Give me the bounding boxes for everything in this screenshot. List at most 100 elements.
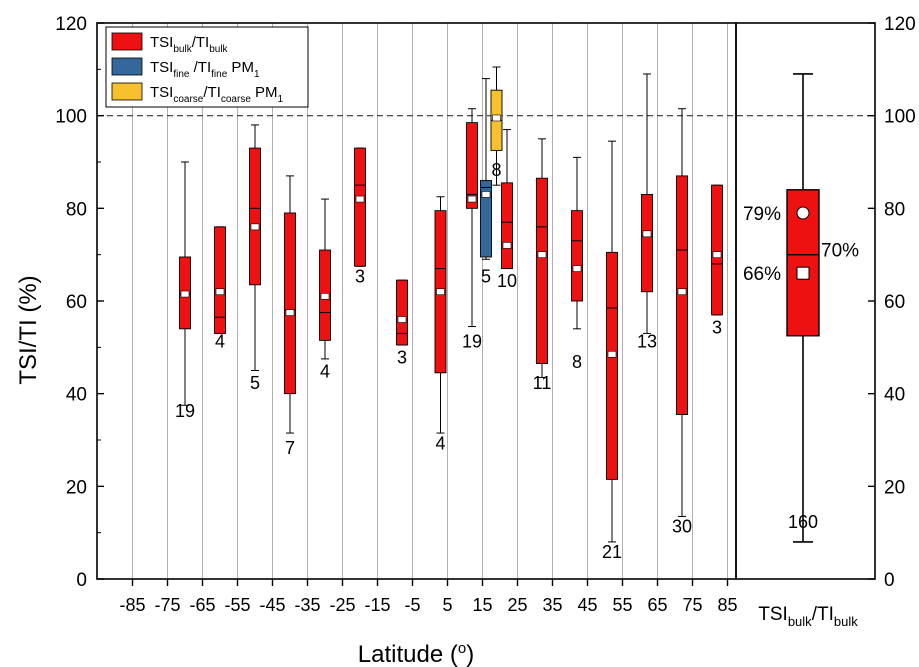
legend-swatch bbox=[111, 82, 143, 101]
y-tick-label: 80 bbox=[66, 199, 87, 220]
box-iqr bbox=[536, 177, 548, 364]
y-axis-title: TSI/TI (%) bbox=[15, 275, 42, 384]
box-iqr bbox=[641, 193, 653, 293]
box-iqr bbox=[284, 212, 296, 395]
box-mean-marker bbox=[436, 288, 445, 296]
box-count-label: 8 bbox=[491, 160, 501, 180]
box-mean-marker bbox=[215, 288, 225, 296]
x-tick-label: 85 bbox=[717, 595, 737, 615]
summary-square-marker bbox=[796, 266, 810, 280]
legend-entry-label: TSIbulk/TIbulk bbox=[150, 34, 229, 55]
legend-swatch bbox=[111, 32, 143, 51]
x-tick-label: -15 bbox=[364, 595, 390, 615]
x-tick-label: 5 bbox=[442, 595, 452, 615]
box-iqr bbox=[711, 184, 723, 316]
box-mean-marker bbox=[320, 293, 330, 300]
x-tick-label: -5 bbox=[404, 595, 420, 615]
y-tick-label: 60 bbox=[66, 292, 87, 313]
box-mean-marker bbox=[502, 242, 512, 249]
box-count-label: 3 bbox=[355, 266, 365, 286]
box-iqr bbox=[249, 147, 261, 286]
right-y-tick-label: 80 bbox=[884, 199, 905, 220]
x-tick-label: -75 bbox=[154, 595, 180, 615]
box-count-label: 7 bbox=[285, 438, 295, 458]
box-iqr bbox=[466, 122, 478, 209]
box-count-label: 5 bbox=[481, 266, 491, 286]
right-y-tick-label: 100 bbox=[884, 107, 916, 128]
legend-swatch bbox=[111, 57, 143, 76]
x-axis-title: Latitude (o) bbox=[358, 640, 474, 667]
summary-label-70: 70% bbox=[821, 241, 859, 262]
box-iqr bbox=[606, 251, 618, 480]
x-tick-label: -85 bbox=[119, 595, 145, 615]
x-tick-label: 65 bbox=[647, 595, 667, 615]
box-mean-marker bbox=[492, 114, 501, 122]
y-tick-label: 0 bbox=[76, 570, 87, 591]
x-tick-label: -35 bbox=[294, 595, 320, 615]
box-mean-marker bbox=[397, 316, 407, 323]
box-iqr bbox=[501, 182, 513, 270]
box-mean-marker bbox=[180, 290, 190, 298]
box-count-label: 19 bbox=[175, 401, 195, 421]
right-y-tick-label: 20 bbox=[884, 477, 905, 498]
box-count-label: 4 bbox=[320, 361, 330, 381]
right-y-tick-label: 40 bbox=[884, 385, 905, 406]
y-tick-label: 40 bbox=[66, 385, 87, 406]
box-mean-marker bbox=[537, 251, 547, 258]
right-y-tick-label: 120 bbox=[884, 14, 916, 35]
box-count-label: 13 bbox=[637, 331, 657, 351]
right-y-tick-label: 0 bbox=[884, 570, 895, 591]
box-iqr bbox=[354, 147, 366, 267]
x-tick-label: -65 bbox=[189, 595, 215, 615]
box-count-label: 10 bbox=[497, 271, 517, 291]
box-count-label: 11 bbox=[533, 373, 552, 393]
x-tick-label: 15 bbox=[472, 595, 492, 615]
y-tick-label: 120 bbox=[55, 14, 87, 35]
summary-x-label: TSIbulk/TIbulk bbox=[758, 604, 858, 629]
box-count-label: 19 bbox=[462, 331, 482, 351]
summary-label-66: 66% bbox=[743, 264, 781, 285]
box-count-label: 21 bbox=[602, 542, 622, 562]
x-tick-label: 55 bbox=[612, 595, 632, 615]
box-count-label: 30 bbox=[672, 517, 692, 537]
summary-count-label: 160 bbox=[788, 512, 818, 532]
box-count-label: 8 bbox=[572, 352, 582, 372]
x-tick-label: -45 bbox=[259, 595, 285, 615]
box-mean-marker bbox=[355, 195, 365, 203]
x-tick-label: 35 bbox=[542, 595, 562, 615]
box-mean-marker bbox=[285, 309, 295, 316]
box-mean-marker bbox=[607, 350, 617, 358]
box-mean-marker bbox=[712, 251, 722, 258]
box-count-label: 5 bbox=[250, 373, 260, 393]
box-iqr bbox=[214, 226, 226, 334]
summary-label-79: 79% bbox=[743, 204, 781, 225]
x-tick-label: 25 bbox=[507, 595, 527, 615]
x-tick-label: 75 bbox=[682, 595, 702, 615]
box-iqr bbox=[571, 210, 583, 302]
summary-panel: 79% 66% 70% 160 0 20 40 60 80 100 120 bbox=[735, 14, 916, 591]
box-count-label: 3 bbox=[397, 348, 407, 368]
box-iqr bbox=[676, 175, 688, 415]
right-y-tick-label: 60 bbox=[884, 292, 905, 313]
x-tick-label: -25 bbox=[329, 595, 355, 615]
legend-entry-label: TSIfine /TIfine PM1 bbox=[150, 59, 260, 80]
legend-entry-label: TSIcoarse/TIcoarse PM1 bbox=[150, 84, 284, 105]
legend: TSIbulk/TIbulk TSIfine /TIfine PM1 TSIcoar… bbox=[105, 26, 309, 108]
y-tick-label: 20 bbox=[66, 477, 87, 498]
box-mean-marker bbox=[642, 230, 652, 238]
box-count-label: 4 bbox=[435, 433, 445, 453]
box-mean-marker bbox=[677, 288, 687, 296]
box-mean-marker bbox=[467, 195, 477, 203]
summary-circle-marker bbox=[796, 206, 810, 220]
box-mean-marker bbox=[572, 265, 582, 272]
x-tick-label: 45 bbox=[577, 595, 597, 615]
box-count-label: 3 bbox=[712, 317, 722, 337]
x-tick-label: -55 bbox=[224, 595, 250, 615]
box-count-label: 4 bbox=[215, 331, 225, 351]
y-tick-label: 100 bbox=[55, 107, 87, 128]
box-mean-marker bbox=[250, 223, 260, 231]
box-iqr bbox=[396, 279, 408, 346]
box-mean-marker bbox=[481, 191, 491, 198]
